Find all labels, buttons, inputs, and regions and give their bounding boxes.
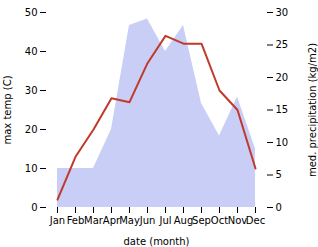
svg-text:Apr: Apr bbox=[102, 214, 121, 226]
svg-text:30: 30 bbox=[25, 85, 38, 96]
svg-text:10: 10 bbox=[25, 163, 38, 174]
svg-text:Nov: Nov bbox=[228, 215, 248, 226]
svg-text:Mar: Mar bbox=[84, 215, 104, 226]
svg-text:15: 15 bbox=[276, 104, 289, 115]
svg-text:50: 50 bbox=[25, 7, 38, 18]
svg-text:Jun: Jun bbox=[139, 215, 156, 226]
svg-text:Oct: Oct bbox=[211, 215, 228, 226]
svg-text:30: 30 bbox=[276, 7, 289, 18]
svg-text:med. precipitation (kg/m2): med. precipitation (kg/m2) bbox=[307, 43, 318, 177]
svg-text:5: 5 bbox=[276, 169, 282, 180]
svg-text:20: 20 bbox=[276, 72, 289, 83]
svg-text:May: May bbox=[119, 215, 140, 226]
svg-text:10: 10 bbox=[276, 137, 289, 148]
svg-text:Dec: Dec bbox=[246, 215, 265, 226]
svg-text:0: 0 bbox=[31, 202, 37, 213]
svg-text:Feb: Feb bbox=[67, 215, 85, 226]
svg-text:max temp (C): max temp (C) bbox=[2, 75, 13, 144]
svg-text:Aug: Aug bbox=[174, 215, 194, 226]
svg-text:date (month): date (month) bbox=[124, 236, 190, 247]
svg-text:25: 25 bbox=[276, 39, 289, 50]
svg-text:Jan: Jan bbox=[49, 215, 65, 226]
svg-text:40: 40 bbox=[25, 46, 38, 57]
svg-text:Jul: Jul bbox=[158, 215, 171, 226]
svg-text:0: 0 bbox=[276, 202, 282, 213]
svg-text:20: 20 bbox=[25, 124, 38, 135]
svg-text:Sep: Sep bbox=[192, 215, 211, 226]
